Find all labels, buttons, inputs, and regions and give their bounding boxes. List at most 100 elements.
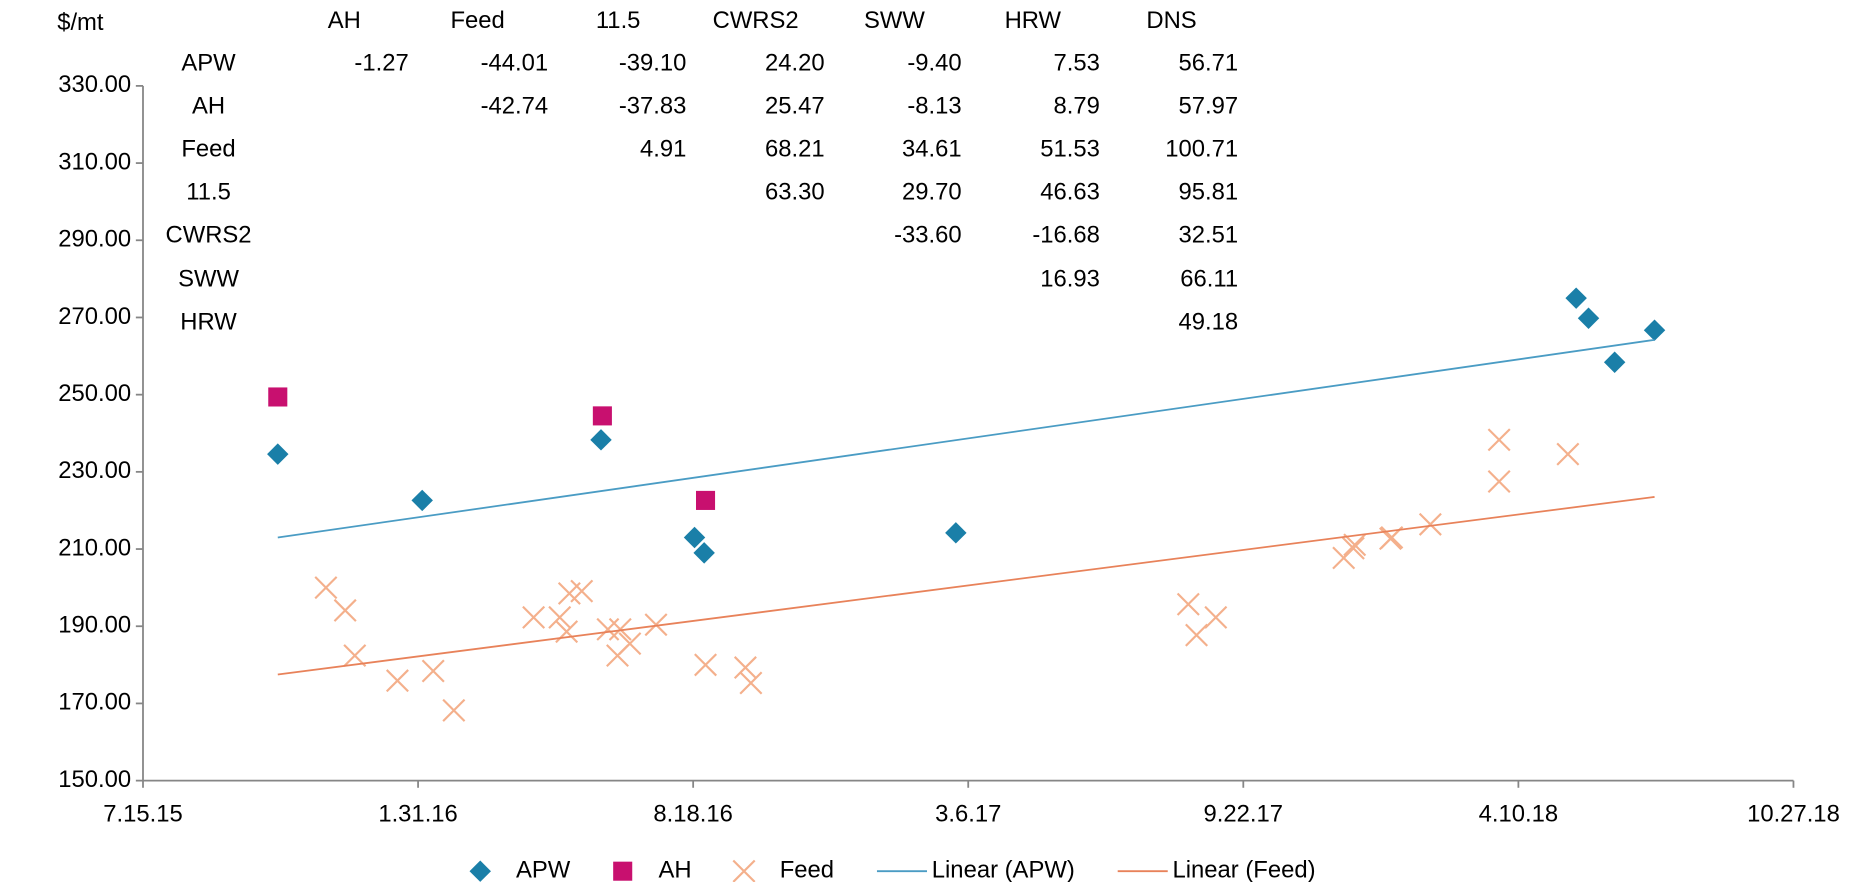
- legend-marker: [732, 859, 756, 882]
- table-cell: 95.81: [1179, 178, 1239, 205]
- table-cell: 66.11: [1180, 265, 1238, 292]
- y-tick-label: 250.00: [58, 380, 131, 407]
- table-row-label: APW: [181, 50, 236, 77]
- table-header: SWW: [864, 7, 925, 34]
- diamond-marker: [267, 443, 289, 465]
- y-tick-label: 170.00: [58, 689, 131, 716]
- table-cell: -33.60: [894, 221, 962, 248]
- diamond-marker: [1565, 287, 1587, 309]
- diamond-marker: [411, 489, 433, 512]
- legend-marker: [613, 861, 633, 881]
- table-cell: 57.97: [1179, 93, 1239, 120]
- diamond-marker: [1603, 351, 1626, 373]
- y-axis-label: $/mt: [57, 9, 104, 36]
- legend-label: Linear (Feed): [1173, 856, 1316, 882]
- y-tick-label: 150.00: [58, 766, 131, 793]
- diamond-marker: [1577, 307, 1600, 329]
- square-marker: [592, 406, 612, 426]
- x-marker: [596, 617, 620, 641]
- x-marker: [739, 671, 763, 695]
- table-header: HRW: [1005, 7, 1062, 34]
- table-row-label: Feed: [181, 136, 235, 163]
- legend-label: APW: [516, 856, 571, 882]
- x-marker: [618, 632, 642, 656]
- x-marker: [1204, 605, 1228, 629]
- x-marker: [343, 644, 367, 668]
- diamond-marker: [590, 429, 612, 451]
- table-cell: -42.74: [481, 93, 549, 120]
- x-marker: [1343, 533, 1367, 557]
- x-marker: [1341, 536, 1365, 560]
- table-header: Feed: [450, 7, 504, 34]
- trend-line: [277, 496, 1655, 676]
- x-marker: [1487, 470, 1511, 493]
- table-cell: 100.71: [1165, 136, 1238, 163]
- table-cell: 24.20: [765, 50, 825, 77]
- x-marker: [1418, 512, 1442, 536]
- legend-label: Feed: [780, 856, 834, 882]
- x-marker: [694, 653, 718, 677]
- table-header: DNS: [1146, 7, 1196, 34]
- x-tick-label: 8.18.16: [653, 800, 733, 827]
- x-marker: [1176, 592, 1200, 616]
- x-marker: [442, 698, 466, 722]
- table-row-label: 11.5: [186, 178, 231, 205]
- x-tick-label: 9.22.17: [1204, 800, 1284, 827]
- table-row-label: SWW: [178, 265, 239, 292]
- x-marker: [1185, 623, 1209, 647]
- x-marker: [333, 598, 357, 622]
- table-cell: -37.83: [619, 93, 687, 120]
- table-cell: 49.18: [1179, 308, 1239, 335]
- table-cell: 51.53: [1040, 136, 1100, 163]
- x-tick-label: 7.15.15: [103, 800, 183, 827]
- y-tick-label: 290.00: [58, 226, 131, 253]
- x-marker: [733, 656, 757, 680]
- x-marker: [1556, 442, 1580, 466]
- table-cell: -1.27: [354, 50, 408, 77]
- table-row-label: AH: [192, 93, 225, 120]
- table-cell: 56.71: [1179, 50, 1239, 77]
- x-marker: [522, 605, 546, 629]
- table-cell: -8.13: [907, 93, 961, 120]
- table-cell: 16.93: [1040, 265, 1100, 292]
- legend-marker: [469, 860, 491, 882]
- x-tick-label: 4.10.18: [1479, 800, 1559, 827]
- trend-line: [277, 338, 1655, 539]
- x-marker: [421, 659, 445, 683]
- y-tick-label: 190.00: [58, 612, 131, 639]
- table-cell: -39.10: [619, 50, 687, 77]
- square-marker: [268, 387, 288, 407]
- table-header: AH: [328, 7, 361, 34]
- legend-label: AH: [658, 856, 691, 882]
- table-cell: 46.63: [1040, 178, 1100, 205]
- x-marker: [1487, 428, 1511, 452]
- diamond-marker: [1643, 319, 1666, 341]
- table-cell: 25.47: [765, 93, 825, 120]
- y-tick-label: 230.00: [58, 457, 131, 484]
- x-marker: [385, 669, 409, 693]
- table-cell: 63.30: [765, 178, 825, 205]
- x-marker: [608, 617, 632, 641]
- y-tick-label: 270.00: [58, 303, 131, 330]
- y-tick-label: 210.00: [58, 534, 131, 561]
- table-cell: 8.79: [1054, 93, 1100, 120]
- square-marker: [695, 490, 716, 510]
- table-cell: 29.70: [902, 178, 962, 205]
- y-tick-label: 330.00: [58, 71, 131, 98]
- table-cell: 68.21: [765, 136, 825, 163]
- table-cell: 4.91: [640, 136, 686, 163]
- table-row-label: HRW: [180, 308, 237, 335]
- y-tick-label: 310.00: [58, 148, 131, 175]
- table-cell: 34.61: [902, 136, 962, 163]
- diamond-marker: [693, 542, 715, 564]
- table-header: CWRS2: [713, 7, 799, 34]
- table-row-label: CWRS2: [166, 221, 252, 248]
- legend-label: Linear (APW): [932, 856, 1075, 882]
- table-header: 11.5: [596, 7, 641, 34]
- x-tick-label: 3.6.17: [935, 800, 1001, 827]
- x-marker: [570, 579, 594, 603]
- table-cell: -16.68: [1032, 221, 1100, 248]
- x-marker: [548, 605, 572, 629]
- x-tick-label: 10.27.18: [1747, 800, 1840, 827]
